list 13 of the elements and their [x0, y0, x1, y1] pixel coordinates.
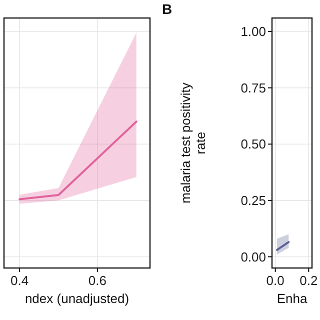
x-tick-label: 0.2: [300, 273, 318, 288]
x-tick-label: 0.4: [10, 273, 29, 288]
chart-title: B: [162, 1, 172, 17]
x-axis-title: ndex (unadjusted): [24, 291, 130, 306]
y-tick-label: 0.00: [240, 249, 266, 264]
x-axis-title: Enha: [276, 291, 308, 306]
x-tick-label: 0.0: [266, 273, 284, 288]
y-tick-label: 0.25: [240, 192, 266, 208]
y-axis-title: malaria test positivity rate: [178, 82, 208, 204]
y-tick-label: 0.50: [240, 136, 266, 152]
x-tick-label: 0.6: [88, 273, 106, 288]
y-tick-label: 1.00: [240, 24, 266, 40]
y-tick-label: 0.75: [240, 80, 266, 96]
